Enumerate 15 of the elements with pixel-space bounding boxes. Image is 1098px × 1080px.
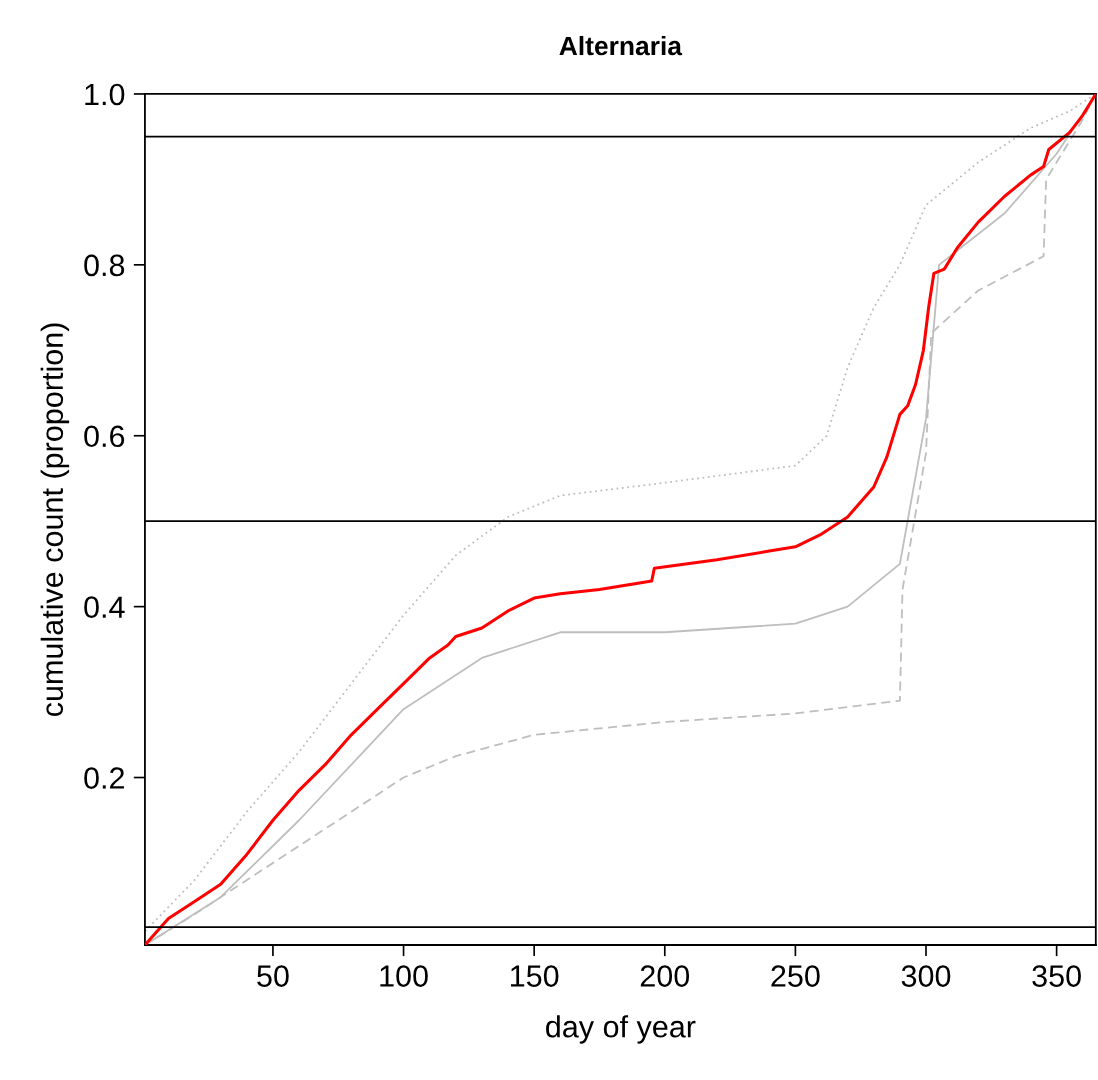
y-tick-label: 0.6 <box>84 425 125 448</box>
x-tick-label: 100 <box>380 965 428 987</box>
x-tick-label: 300 <box>901 965 951 987</box>
x-tick-label: 350 <box>1032 965 1081 987</box>
y-tick-label: 1.0 <box>85 83 125 106</box>
chart-title: Alternaria <box>559 35 683 56</box>
x-tick-label: 250 <box>771 965 820 987</box>
y-tick-label: 0.2 <box>84 767 124 789</box>
x-tick-label: 150 <box>511 965 559 987</box>
y-tick-label: 0.4 <box>84 596 125 619</box>
x-tick-label: 50 <box>257 965 289 987</box>
x-axis-title: day of year <box>546 1015 696 1044</box>
y-axis-title: cumulative count (proportion) <box>40 323 70 717</box>
y-tick-label: 0.8 <box>84 254 125 277</box>
x-tick-label: 200 <box>640 965 690 987</box>
